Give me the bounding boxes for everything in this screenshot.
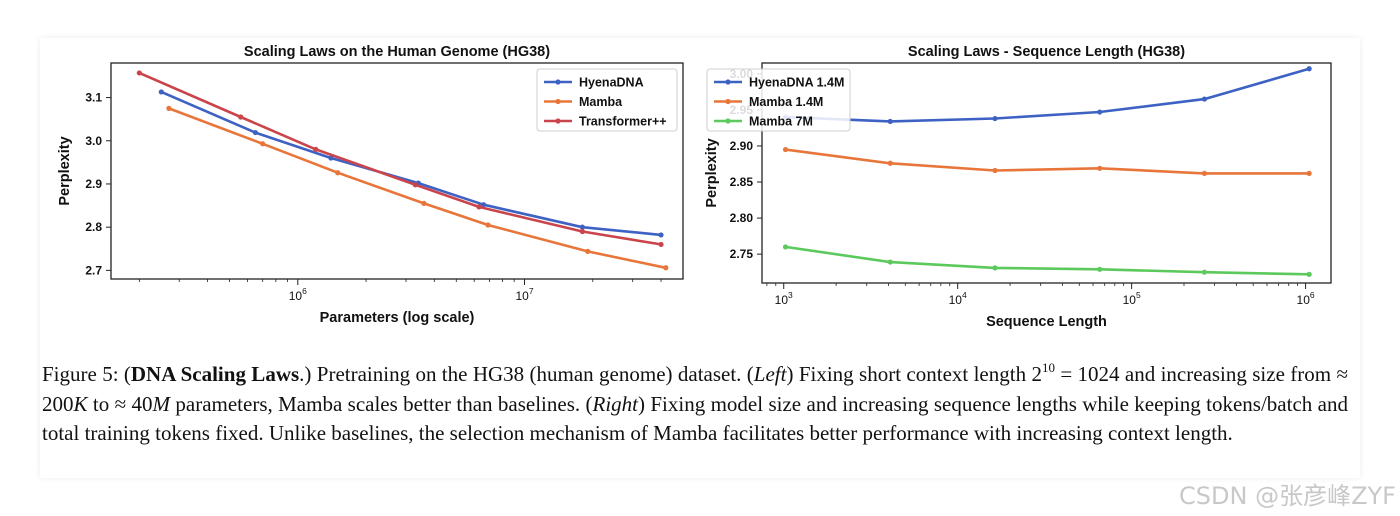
series-line-1 xyxy=(168,107,667,270)
data-point xyxy=(1201,269,1208,275)
x-axis-label: Parameters (log scale) xyxy=(320,310,475,326)
data-point xyxy=(313,146,319,152)
data-point xyxy=(992,115,998,122)
y-tick-label: 3.1 xyxy=(85,91,102,105)
legend-label: Mamba 7M xyxy=(749,115,813,129)
data-point xyxy=(252,129,258,136)
figure-caption: Figure 5: (DNA Scaling Laws.) Pretrainin… xyxy=(42,360,1348,445)
caption-bold-title: DNA Scaling Laws xyxy=(130,362,300,386)
data-point xyxy=(992,265,998,271)
data-point xyxy=(158,89,164,95)
legend-box xyxy=(706,68,851,132)
legend-marker xyxy=(555,79,561,85)
data-point xyxy=(585,248,591,254)
chart-title: Scaling Laws - Sequence Length (HG38) xyxy=(908,44,1185,60)
data-point xyxy=(663,265,669,271)
data-point xyxy=(1306,271,1312,277)
data-point xyxy=(1306,170,1312,176)
data-point xyxy=(658,232,664,238)
legend-label: HyenaDNA 1.4M xyxy=(749,76,844,90)
legend-label: HyenaDNA xyxy=(579,76,644,90)
data-point xyxy=(782,146,789,153)
plot-frame xyxy=(110,62,684,280)
data-point xyxy=(1201,96,1208,102)
y-tick-label: 2.9 xyxy=(85,177,102,191)
x-tick-label: 106 xyxy=(289,286,307,303)
data-point xyxy=(335,170,341,176)
y-tick-label: 2.7 xyxy=(85,263,102,277)
x-tick-label: 107 xyxy=(515,286,533,303)
legend-marker xyxy=(725,118,731,124)
y-tick-label: 2.85 xyxy=(730,175,754,189)
data-point xyxy=(887,160,893,166)
data-point xyxy=(782,244,789,250)
series-line-1 xyxy=(785,148,1310,175)
legend: HyenaDNA 1.4M Mamba 1.4M Mamba 7M xyxy=(706,68,851,132)
data-point xyxy=(1097,266,1103,272)
data-point xyxy=(166,105,172,111)
series-line-2 xyxy=(785,245,1310,276)
plot-frame xyxy=(761,62,1332,284)
legend-box xyxy=(536,68,678,132)
data-point xyxy=(421,200,427,206)
y-tick-label: 2.90 xyxy=(730,139,754,153)
y-tick-label: 2.80 xyxy=(730,211,754,225)
chart-title: Scaling Laws on the Human Genome (HG38) xyxy=(244,44,550,60)
data-point xyxy=(481,202,487,208)
legend-marker xyxy=(725,79,731,85)
watermark: CSDN @张彦峰ZYF xyxy=(1179,482,1396,510)
x-axis-label: Sequence Length xyxy=(986,314,1107,330)
data-point xyxy=(887,259,893,265)
data-point xyxy=(260,141,266,147)
y-axis-label: Perplexity xyxy=(704,138,720,207)
legend-marker xyxy=(725,98,731,105)
y-tick-label: 3.0 xyxy=(85,134,102,148)
data-point xyxy=(992,167,998,174)
data-point xyxy=(328,155,334,161)
data-point xyxy=(579,228,586,235)
x-tick-label: 105 xyxy=(1123,290,1141,307)
legend: HyenaDNA Mamba Transformer++ xyxy=(536,68,678,132)
chart-right: Scaling Laws - Sequence Length (HG38) 103… xyxy=(704,44,1332,330)
legend-label: Mamba xyxy=(579,95,623,109)
series-line-0 xyxy=(785,67,1310,123)
data-point xyxy=(476,204,482,210)
data-point xyxy=(1201,170,1208,176)
legend-marker xyxy=(555,98,561,105)
legend-marker xyxy=(555,118,561,124)
data-point xyxy=(412,182,418,188)
x-tick-label: 106 xyxy=(1297,290,1315,307)
y-tick-label: 2.8 xyxy=(85,220,102,234)
data-point xyxy=(579,224,586,230)
legend-label: Transformer++ xyxy=(579,115,667,129)
x-tick-label: 103 xyxy=(775,290,793,307)
data-point xyxy=(485,222,491,228)
data-point xyxy=(1097,109,1103,115)
data-point xyxy=(1306,66,1312,72)
figure-card xyxy=(40,38,1360,478)
y-axis-label: Perplexity xyxy=(57,136,73,205)
chart-left: Scaling Laws on the Human Genome (HG38) 1… xyxy=(57,44,684,326)
x-tick-label: 104 xyxy=(949,290,967,307)
data-point xyxy=(136,70,142,76)
data-point xyxy=(1097,165,1103,171)
data-point xyxy=(887,118,893,125)
data-point xyxy=(658,241,664,248)
legend-label: Mamba 1.4M xyxy=(749,95,823,109)
y-tick-label: 2.75 xyxy=(730,247,754,261)
data-point xyxy=(238,114,244,120)
